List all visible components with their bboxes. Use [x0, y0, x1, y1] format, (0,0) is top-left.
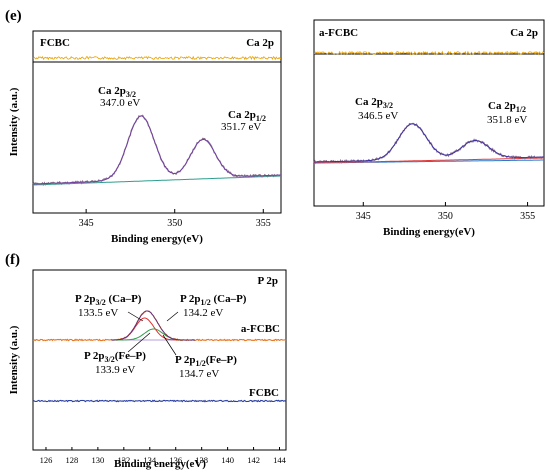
x-tick-label: 345: [356, 211, 371, 222]
comp-energy-p2p32-fep: 133.9 eV: [95, 364, 135, 376]
fit-envelope-line: [314, 123, 544, 163]
comp-label-p2p32-fep: P 2p3/2(Fe–P): [84, 350, 146, 364]
x-tick-label: 144: [273, 455, 287, 465]
x-tick-label: 355: [520, 211, 535, 222]
x-tick-label: 132: [117, 455, 130, 465]
peak-label-ca2p12: Ca 2p1/2: [488, 100, 526, 114]
sample-label: a-FCBC: [319, 27, 358, 39]
x-tick-label: 350: [167, 218, 182, 229]
x-tick-label: 350: [438, 211, 453, 222]
comp-energy-p2p32-cap: 133.5 eV: [78, 307, 118, 319]
x-axis-label: Binding energy(eV): [114, 458, 206, 470]
comp-energy-p2p12-cap: 134.2 eV: [183, 307, 223, 319]
x-tick-label: 142: [247, 455, 260, 465]
peak-energy-ca2p32: 347.0 eV: [100, 97, 140, 109]
x-tick-label: 130: [91, 455, 104, 465]
peak-energy-ca2p12: 351.8 eV: [487, 114, 527, 126]
x-tick-label: 128: [66, 455, 79, 465]
plot-frame: [32, 30, 282, 214]
x-axis-label: Binding energy(eV): [383, 226, 475, 238]
x-tick-label: 138: [195, 455, 208, 465]
x-tick-label: 126: [40, 455, 53, 465]
comp-label-p2p12-cap: P 2p1/2 (Ca–P): [180, 293, 247, 307]
comp-label-p2p12-fep: P 2p1/2(Fe–P): [175, 354, 237, 368]
chart-e-right: a-FCBC Ca 2p Ca 2p3/2 346.5 eV Ca 2p1/2 …: [313, 19, 545, 238]
peak-label-ca2p32: Ca 2p3/2: [355, 96, 393, 110]
panel-title: P 2p: [258, 275, 278, 287]
y-axis-label: Intensity (a.u.): [8, 87, 20, 156]
peak-energy-ca2p12: 351.7 eV: [221, 121, 261, 133]
panel-title: Ca 2p: [246, 37, 274, 49]
x-axis-ticks: 126 128 130 132 134 136 138 140 142 144: [40, 447, 287, 465]
series-label-a-fcbc: a-FCBC: [241, 323, 280, 335]
fit-envelope-line: [33, 115, 281, 185]
chart-f: P 2p a-FCBC FCBC P 2p3/2 (Ca–P) 133.5 eV…: [8, 269, 287, 470]
plot-frame: [313, 19, 545, 207]
panel-label-e: (e): [5, 8, 22, 24]
peak-label-ca2p32: Ca 2p3/2: [98, 85, 136, 99]
series-label-fcbc: FCBC: [249, 387, 279, 399]
y-axis-label: Intensity (a.u.): [8, 325, 20, 394]
pointer-line: [162, 334, 177, 356]
pointer-line: [127, 332, 151, 353]
pointer-line: [166, 311, 179, 322]
x-tick-label: 140: [221, 455, 234, 465]
pointer-line: [127, 311, 144, 322]
chart-e-left: FCBC Ca 2p Ca 2p3/2 347.0 eV Ca 2p1/2 35…: [8, 30, 282, 245]
x-axis-label: Binding energy(eV): [111, 233, 203, 245]
x-tick-label: 355: [256, 218, 271, 229]
x-axis-ticks: 345 350 355: [79, 209, 271, 229]
sample-label: FCBC: [40, 37, 70, 49]
fit-envelope-line: [111, 310, 195, 341]
peak-energy-ca2p32: 346.5 eV: [358, 110, 398, 122]
residual-line: [313, 50, 545, 56]
comp-energy-p2p12-fep: 134.7 eV: [179, 368, 219, 380]
panel-title: Ca 2p: [510, 27, 538, 39]
panel-label-f: (f): [5, 252, 20, 268]
x-axis-ticks: 345 350 355: [356, 202, 535, 222]
x-tick-label: 134: [143, 455, 157, 465]
plot-frame: [32, 269, 287, 451]
comp-label-p2p32-cap: P 2p3/2 (Ca–P): [75, 293, 142, 307]
x-tick-label: 345: [79, 218, 94, 229]
series-line-fcbc: [32, 399, 287, 403]
x-tick-label: 136: [169, 455, 182, 465]
peak-label-ca2p12: Ca 2p1/2: [228, 109, 266, 123]
residual-line: [32, 55, 282, 61]
